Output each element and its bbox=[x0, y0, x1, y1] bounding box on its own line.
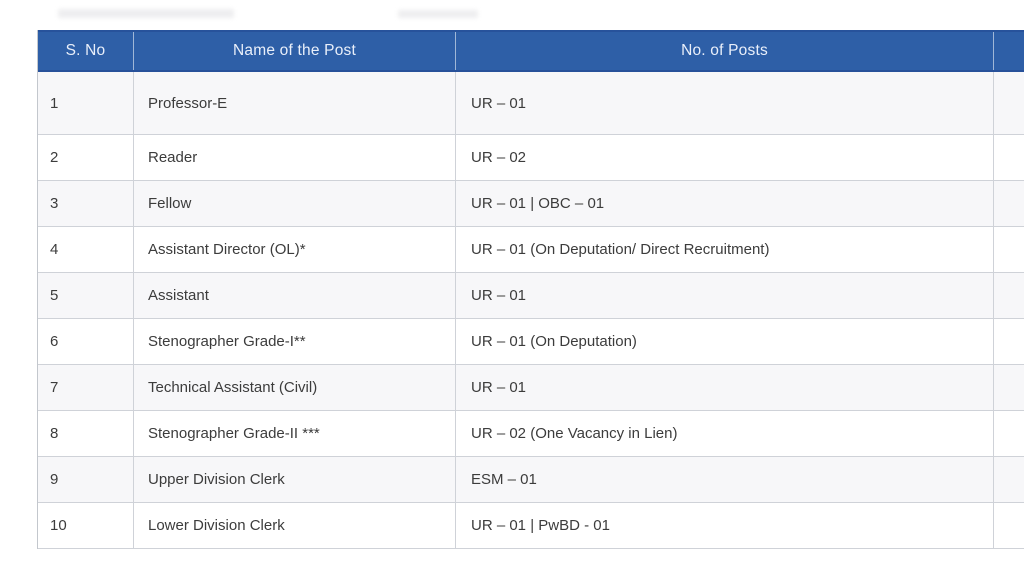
cell-no-posts: UR – 01 bbox=[456, 365, 994, 410]
cell-sno: 6 bbox=[38, 319, 134, 364]
cell-overflow bbox=[994, 72, 1024, 134]
cell-no-posts: UR – 02 (One Vacancy in Lien) bbox=[456, 411, 994, 456]
column-header-posts: No. of Posts bbox=[456, 32, 994, 70]
cell-overflow bbox=[994, 227, 1024, 272]
cell-post-name: Technical Assistant (Civil) bbox=[134, 365, 456, 410]
cell-sno: 9 bbox=[38, 457, 134, 502]
column-header-sno: S. No bbox=[38, 32, 134, 70]
cell-sno: 8 bbox=[38, 411, 134, 456]
cell-no-posts: UR – 01 bbox=[456, 273, 994, 318]
table-row: 4 Assistant Director (OL)* UR – 01 (On D… bbox=[38, 227, 1024, 273]
cell-no-posts: UR – 01 bbox=[456, 72, 994, 134]
cell-sno: 10 bbox=[38, 503, 134, 548]
cell-sno: 7 bbox=[38, 365, 134, 410]
cell-overflow bbox=[994, 181, 1024, 226]
cell-post-name: Lower Division Clerk bbox=[134, 503, 456, 548]
cell-sno: 4 bbox=[38, 227, 134, 272]
table-row: 9 Upper Division Clerk ESM – 01 bbox=[38, 457, 1024, 503]
cell-sno: 5 bbox=[38, 273, 134, 318]
cell-post-name: Stenographer Grade-I** bbox=[134, 319, 456, 364]
table-row: 1 Professor-E UR – 01 bbox=[38, 72, 1024, 135]
cell-no-posts: UR – 01 (On Deputation/ Direct Recruitme… bbox=[456, 227, 994, 272]
cell-overflow bbox=[994, 503, 1024, 548]
table-row: 6 Stenographer Grade-I** UR – 01 (On Dep… bbox=[38, 319, 1024, 365]
table-row: 5 Assistant UR – 01 bbox=[38, 273, 1024, 319]
column-header-overflow bbox=[994, 32, 1024, 70]
vacancy-table: S. No Name of the Post No. of Posts 1 Pr… bbox=[37, 30, 1024, 549]
cell-overflow bbox=[994, 273, 1024, 318]
cell-sno: 1 bbox=[38, 72, 134, 134]
cropped-text-artifact bbox=[58, 9, 234, 18]
cell-no-posts: UR – 02 bbox=[456, 135, 994, 180]
table-row: 8 Stenographer Grade-II *** UR – 02 (One… bbox=[38, 411, 1024, 457]
cell-overflow bbox=[994, 411, 1024, 456]
cell-post-name: Assistant Director (OL)* bbox=[134, 227, 456, 272]
cell-no-posts: ESM – 01 bbox=[456, 457, 994, 502]
cell-overflow bbox=[994, 319, 1024, 364]
cell-no-posts: UR – 01 | OBC – 01 bbox=[456, 181, 994, 226]
cell-no-posts: UR – 01 (On Deputation) bbox=[456, 319, 994, 364]
table-header-row: S. No Name of the Post No. of Posts bbox=[38, 30, 1024, 72]
cropped-text-artifact bbox=[398, 10, 478, 18]
cell-post-name: Upper Division Clerk bbox=[134, 457, 456, 502]
cell-overflow bbox=[994, 457, 1024, 502]
table-body: 1 Professor-E UR – 01 2 Reader UR – 02 3… bbox=[38, 72, 1024, 549]
cell-post-name: Stenographer Grade-II *** bbox=[134, 411, 456, 456]
table-row: 3 Fellow UR – 01 | OBC – 01 bbox=[38, 181, 1024, 227]
cell-no-posts: UR – 01 | PwBD - 01 bbox=[456, 503, 994, 548]
cell-post-name: Professor-E bbox=[134, 72, 456, 134]
cell-post-name: Assistant bbox=[134, 273, 456, 318]
table-row: 10 Lower Division Clerk UR – 01 | PwBD -… bbox=[38, 503, 1024, 549]
cell-sno: 2 bbox=[38, 135, 134, 180]
cell-sno: 3 bbox=[38, 181, 134, 226]
cell-post-name: Reader bbox=[134, 135, 456, 180]
table-row: 2 Reader UR – 02 bbox=[38, 135, 1024, 181]
cell-overflow bbox=[994, 135, 1024, 180]
table-row: 7 Technical Assistant (Civil) UR – 01 bbox=[38, 365, 1024, 411]
column-header-name: Name of the Post bbox=[134, 32, 456, 70]
cell-post-name: Fellow bbox=[134, 181, 456, 226]
cell-overflow bbox=[994, 365, 1024, 410]
